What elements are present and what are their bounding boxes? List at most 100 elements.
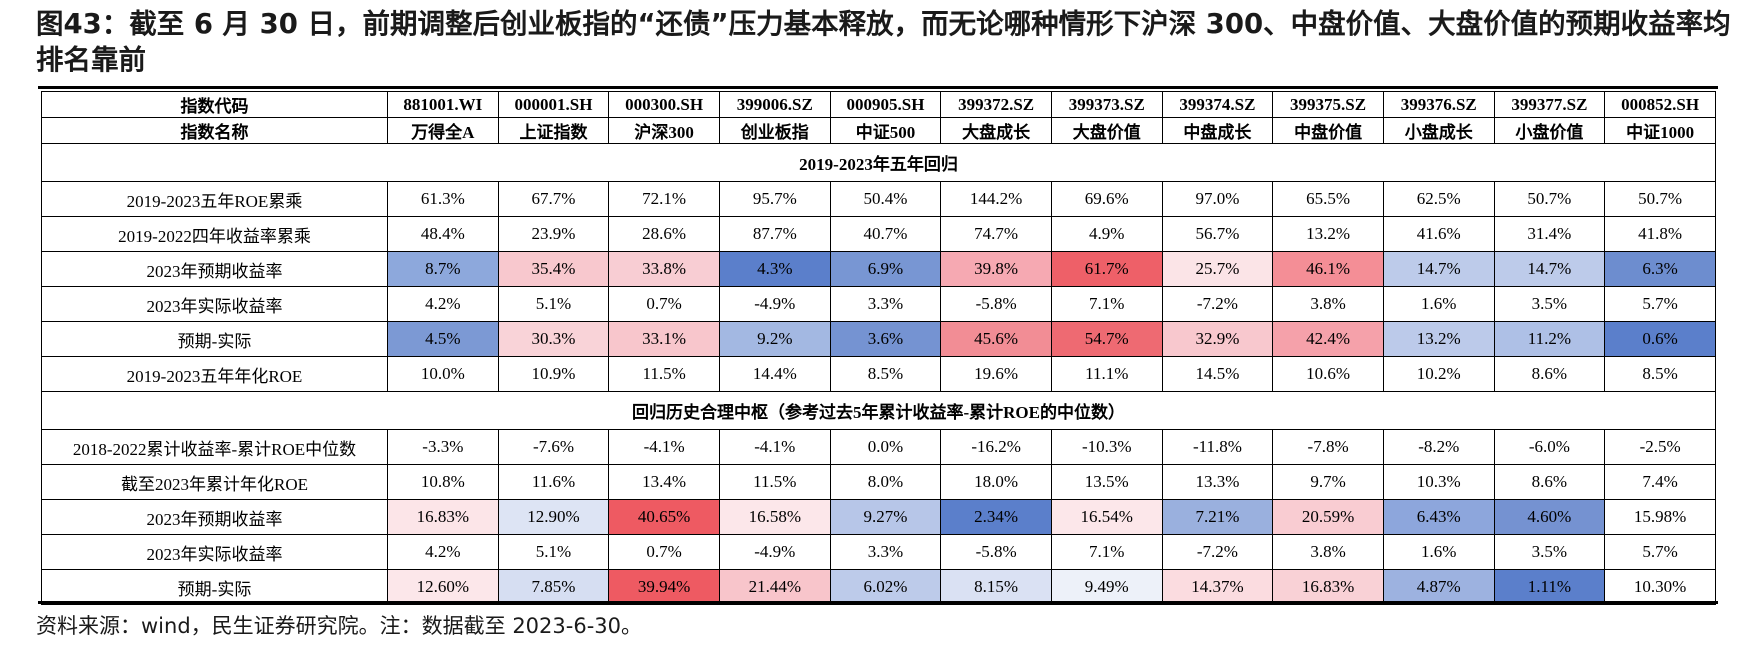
value-cell: 3.5%: [1493, 534, 1606, 570]
value-cell: 8.6%: [1493, 356, 1606, 392]
value-cell: 10.3%: [1382, 464, 1495, 500]
value-cell: 16.83%: [387, 499, 499, 535]
value-cell: 0.7%: [608, 534, 720, 570]
table-row: 2019-2023五年ROE累乘 61.3% 67.7% 72.1% 95.7% 50.4…: [41, 181, 1716, 217]
row-label: 预期-实际: [41, 569, 388, 605]
value-cell: 41.8%: [1604, 216, 1716, 252]
value-cell: 11.6%: [497, 464, 610, 500]
row-label: 2019-2023五年年化ROE: [41, 356, 388, 392]
value-cell: 97.0%: [1161, 181, 1274, 217]
index-name-cell: 中盘成长: [1161, 117, 1274, 144]
row-label: 2023年实际收益率: [41, 286, 388, 322]
value-cell: 10.0%: [387, 356, 499, 392]
data-table: 指数代码 881001.WI 000001.SH 000300.SH 399006.SZ…: [41, 91, 1716, 605]
table-row: 预期-实际 4.5% 30.3% 33.1% 9.2% 3.6% 45.6% 54.7% 32.…: [41, 321, 1716, 357]
value-cell: 13.2%: [1272, 216, 1384, 252]
index-code-cell: 881001.WI: [387, 91, 499, 118]
value-cell: 10.6%: [1272, 356, 1384, 392]
value-cell: 3.3%: [829, 534, 942, 570]
value-cell: 4.87%: [1382, 569, 1495, 605]
value-cell: 14.7%: [1493, 251, 1606, 287]
value-cell: 41.6%: [1382, 216, 1495, 252]
table-row: 2018-2022累计收益率-累计ROE中位数 -3.3% -7.6% -4.1% -4…: [41, 429, 1716, 465]
section-header-row: 2019-2023年五年回归: [41, 143, 1716, 182]
value-cell: 65.5%: [1272, 181, 1384, 217]
value-cell: -7.8%: [1272, 429, 1384, 465]
top-rule: [38, 86, 1718, 89]
value-cell: 13.4%: [608, 464, 720, 500]
value-cell: 5.7%: [1604, 534, 1716, 570]
value-cell: -10.3%: [1050, 429, 1163, 465]
value-cell: 19.6%: [940, 356, 1052, 392]
value-cell: 3.3%: [829, 286, 942, 322]
value-cell: 3.5%: [1493, 286, 1606, 322]
index-code-cell: 399376.SZ: [1382, 91, 1495, 118]
value-cell: 33.1%: [608, 321, 720, 357]
table-row: 2019-2022四年收益率累乘 48.4% 23.9% 28.6% 87.7% 40.7…: [41, 216, 1716, 252]
value-cell: 39.94%: [608, 569, 720, 605]
value-cell: 13.5%: [1050, 464, 1163, 500]
value-cell: 11.5%: [718, 464, 831, 500]
index-code-cell: 000905.SH: [829, 91, 942, 118]
value-cell: 9.2%: [718, 321, 831, 357]
row-label: 2023年预期收益率: [41, 251, 388, 287]
value-cell: 5.1%: [497, 286, 610, 322]
value-cell: -7.6%: [497, 429, 610, 465]
header-label-name: 指数名称: [41, 117, 388, 144]
value-cell: -2.5%: [1604, 429, 1716, 465]
value-cell: 4.2%: [387, 534, 499, 570]
value-cell: 67.7%: [497, 181, 610, 217]
value-cell: 56.7%: [1161, 216, 1274, 252]
value-cell: 13.2%: [1382, 321, 1495, 357]
value-cell: 7.21%: [1161, 499, 1274, 535]
row-label: 2023年实际收益率: [41, 534, 388, 570]
value-cell: 3.8%: [1272, 534, 1384, 570]
table-row: 2023年实际收益率 4.2% 5.1% 0.7% -4.9% 3.3% -5.8% 7.1%…: [41, 286, 1716, 322]
row-label: 预期-实际: [41, 321, 388, 357]
value-cell: 4.5%: [387, 321, 499, 357]
index-code-cell: 399377.SZ: [1493, 91, 1606, 118]
value-cell: 14.7%: [1382, 251, 1495, 287]
index-name-cell: 上证指数: [497, 117, 610, 144]
value-cell: 15.98%: [1604, 499, 1716, 535]
value-cell: -6.0%: [1493, 429, 1606, 465]
value-cell: 3.6%: [829, 321, 942, 357]
header-row-names: 指数名称 万得全A 上证指数 沪深300 创业板指 中证500 大盘成长 大盘价值 中盘成长 中盘…: [41, 117, 1716, 144]
value-cell: 62.5%: [1382, 181, 1495, 217]
value-cell: 5.1%: [497, 534, 610, 570]
section-title: 回归历史合理中枢（参考过去5年累计收益率-累计ROE的中位数）: [41, 391, 1716, 430]
value-cell: 72.1%: [608, 181, 720, 217]
value-cell: 14.5%: [1161, 356, 1274, 392]
value-cell: 50.7%: [1493, 181, 1606, 217]
value-cell: 9.7%: [1272, 464, 1384, 500]
page-title: 图43：截至 6 月 30 日，前期调整后创业板指的“还债”压力基本释放，而无论…: [36, 8, 1731, 76]
value-cell: 16.58%: [718, 499, 831, 535]
row-label: 2023年预期收益率: [41, 499, 388, 535]
source-note: 资料来源：wind，民生证券研究院。注：数据截至 2023-6-30。: [36, 614, 643, 638]
value-cell: 9.49%: [1050, 569, 1163, 605]
index-code-cell: 399373.SZ: [1050, 91, 1163, 118]
index-name-cell: 小盘价值: [1493, 117, 1606, 144]
value-cell: -8.2%: [1382, 429, 1495, 465]
value-cell: 144.2%: [940, 181, 1052, 217]
value-cell: 45.6%: [940, 321, 1052, 357]
row-label: 2019-2022四年收益率累乘: [41, 216, 388, 252]
value-cell: 14.37%: [1161, 569, 1274, 605]
index-name-cell: 沪深300: [608, 117, 720, 144]
value-cell: 25.7%: [1161, 251, 1274, 287]
value-cell: 6.02%: [829, 569, 942, 605]
index-code-cell: 000852.SH: [1604, 91, 1716, 118]
section-header-row: 回归历史合理中枢（参考过去5年累计收益率-累计ROE的中位数）: [41, 391, 1716, 430]
value-cell: 12.60%: [387, 569, 499, 605]
value-cell: 6.3%: [1604, 251, 1716, 287]
value-cell: 5.7%: [1604, 286, 1716, 322]
header-row-codes: 指数代码 881001.WI 000001.SH 000300.SH 399006.SZ…: [41, 91, 1716, 118]
value-cell: 18.0%: [940, 464, 1052, 500]
value-cell: 1.6%: [1382, 534, 1495, 570]
value-cell: -5.8%: [940, 286, 1052, 322]
value-cell: 12.90%: [497, 499, 610, 535]
value-cell: 0.0%: [829, 429, 942, 465]
table-row: 预期-实际 12.60% 7.85% 39.94% 21.44% 6.02% 8.15% 9.…: [41, 569, 1716, 605]
value-cell: 4.2%: [387, 286, 499, 322]
value-cell: 0.6%: [1604, 321, 1716, 357]
